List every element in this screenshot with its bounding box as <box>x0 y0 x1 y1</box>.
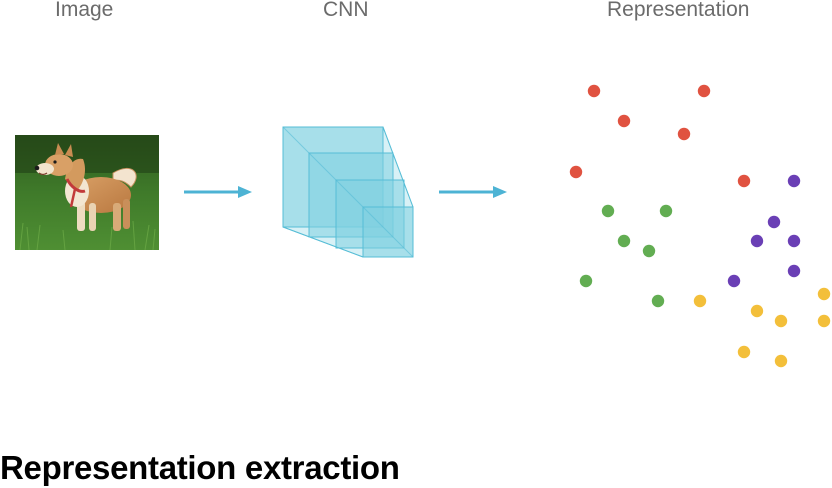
image-stage-label: Image <box>55 0 114 21</box>
point-red <box>737 174 751 188</box>
point-purple <box>787 264 801 278</box>
point-yellow <box>774 354 788 368</box>
point-yellow <box>737 345 751 359</box>
point-purple <box>787 174 801 188</box>
point-red <box>677 127 691 141</box>
point-purple <box>767 215 781 229</box>
point-green <box>579 274 593 288</box>
point-purple <box>787 234 801 248</box>
point-purple <box>750 234 764 248</box>
point-yellow <box>817 314 831 328</box>
representation-scatter <box>569 84 831 368</box>
point-green <box>617 234 631 248</box>
point-red <box>587 84 601 98</box>
cnn-stage-label: CNN <box>323 0 369 21</box>
point-yellow <box>750 304 764 318</box>
point-yellow <box>774 314 788 328</box>
arrow-right-icon <box>439 186 507 198</box>
point-red <box>569 165 583 179</box>
point-red <box>697 84 711 98</box>
caption: Representation extraction <box>0 449 400 486</box>
arrow-right-icon <box>184 186 252 198</box>
point-yellow <box>817 287 831 301</box>
point-red <box>617 114 631 128</box>
point-purple <box>727 274 741 288</box>
representation-stage-label: Representation <box>607 0 750 21</box>
point-green <box>659 204 673 218</box>
point-green <box>642 244 656 258</box>
dog-photo <box>15 135 159 250</box>
point-green <box>651 294 665 308</box>
point-yellow <box>693 294 707 308</box>
point-green <box>601 204 615 218</box>
cnn-layers-icon <box>282 126 414 258</box>
